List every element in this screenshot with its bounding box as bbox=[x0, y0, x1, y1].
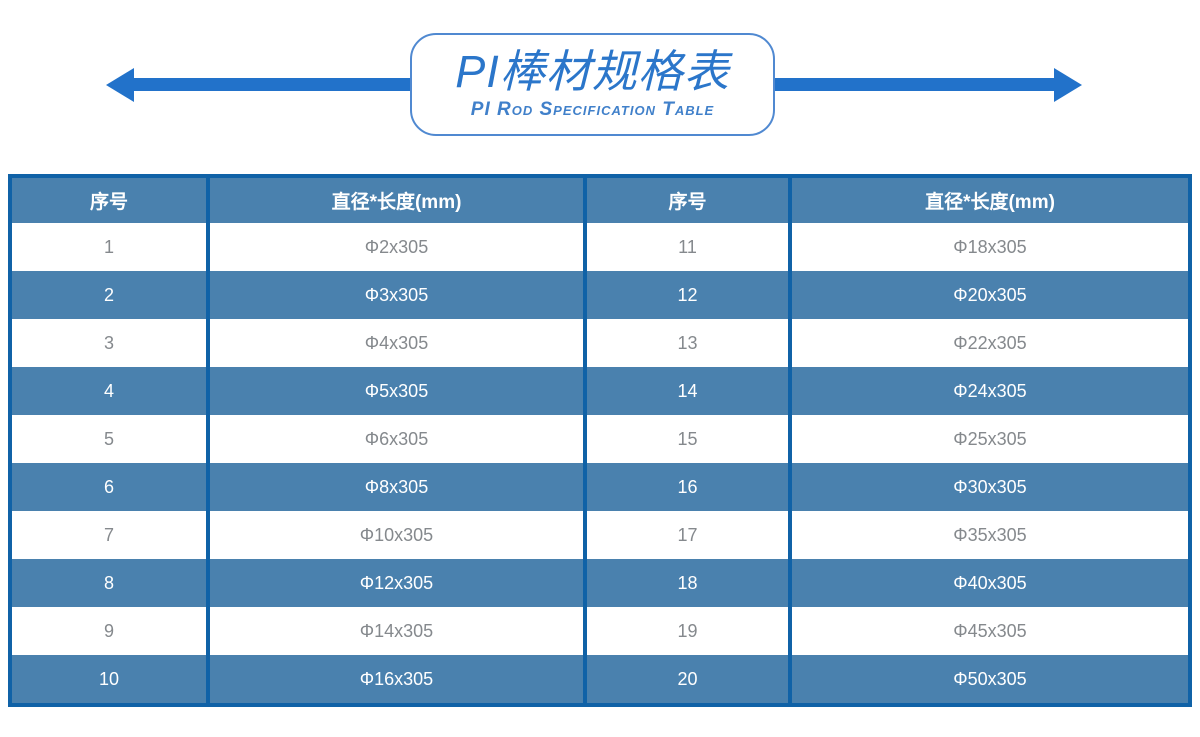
cell-spec: Φ2x305 bbox=[210, 223, 587, 271]
cell-spec: Φ6x305 bbox=[210, 415, 587, 463]
cell-no: 5 bbox=[12, 415, 210, 463]
cell-spec: Φ14x305 bbox=[210, 607, 587, 655]
cell-no: 17 bbox=[587, 511, 792, 559]
cell-spec: Φ5x305 bbox=[210, 367, 587, 415]
cell-no: 9 bbox=[12, 607, 210, 655]
cell-spec: Φ4x305 bbox=[210, 319, 587, 367]
cell-no: 10 bbox=[12, 655, 210, 703]
arrow-left-icon bbox=[106, 68, 134, 102]
cell-spec: Φ25x305 bbox=[792, 415, 1188, 463]
cell-no: 15 bbox=[587, 415, 792, 463]
cell-no: 16 bbox=[587, 463, 792, 511]
cell-no: 4 bbox=[12, 367, 210, 415]
cell-spec: Φ16x305 bbox=[210, 655, 587, 703]
cell-spec: Φ24x305 bbox=[792, 367, 1188, 415]
cell-no: 18 bbox=[587, 559, 792, 607]
page-subtitle: PI Rod Specification Table bbox=[470, 99, 715, 121]
cell-no: 11 bbox=[587, 223, 792, 271]
arrow-left-shaft bbox=[130, 78, 414, 91]
column-header-spec-right: 直径*长度(mm) bbox=[792, 178, 1188, 223]
cell-no: 20 bbox=[587, 655, 792, 703]
cell-no: 8 bbox=[12, 559, 210, 607]
cell-no: 12 bbox=[587, 271, 792, 319]
cell-spec: Φ3x305 bbox=[210, 271, 587, 319]
column-header-no-left: 序号 bbox=[12, 178, 210, 223]
column-header-no-right: 序号 bbox=[587, 178, 792, 223]
title-banner: PI棒材规格表 PI Rod Specification Table bbox=[0, 0, 1200, 174]
cell-no: 7 bbox=[12, 511, 210, 559]
spec-table: 序号 直径*长度(mm) 序号 直径*长度(mm) 1 Φ2x305 11 Φ1… bbox=[8, 174, 1192, 707]
cell-spec: Φ8x305 bbox=[210, 463, 587, 511]
cell-no: 1 bbox=[12, 223, 210, 271]
title-card: PI棒材规格表 PI Rod Specification Table bbox=[410, 33, 775, 136]
cell-spec: Φ22x305 bbox=[792, 319, 1188, 367]
cell-spec: Φ50x305 bbox=[792, 655, 1188, 703]
cell-spec: Φ12x305 bbox=[210, 559, 587, 607]
arrow-right-icon bbox=[1054, 68, 1082, 102]
arrow-right-shaft bbox=[772, 78, 1056, 91]
cell-spec: Φ10x305 bbox=[210, 511, 587, 559]
cell-no: 3 bbox=[12, 319, 210, 367]
cell-spec: Φ30x305 bbox=[792, 463, 1188, 511]
column-header-spec-left: 直径*长度(mm) bbox=[210, 178, 587, 223]
cell-no: 2 bbox=[12, 271, 210, 319]
cell-spec: Φ45x305 bbox=[792, 607, 1188, 655]
page-title: PI棒材规格表 bbox=[455, 45, 730, 97]
cell-no: 19 bbox=[587, 607, 792, 655]
cell-spec: Φ18x305 bbox=[792, 223, 1188, 271]
cell-no: 6 bbox=[12, 463, 210, 511]
cell-no: 14 bbox=[587, 367, 792, 415]
cell-spec: Φ35x305 bbox=[792, 511, 1188, 559]
cell-no: 13 bbox=[587, 319, 792, 367]
cell-spec: Φ40x305 bbox=[792, 559, 1188, 607]
cell-spec: Φ20x305 bbox=[792, 271, 1188, 319]
